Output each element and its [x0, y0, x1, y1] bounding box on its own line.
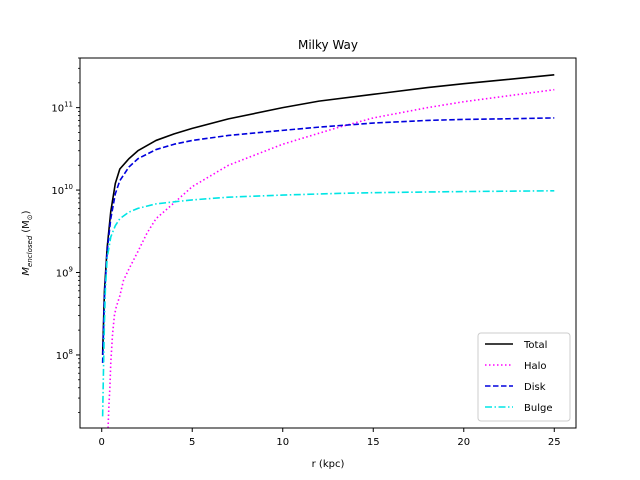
x-axis: 0 5 10 15 20 25 [99, 428, 561, 448]
y-axis-label-subscript: enclosed [26, 235, 34, 267]
legend-label-total: Total [523, 340, 547, 351]
legend: Total Halo Disk Bulge [477, 332, 571, 422]
x-tick-label: 15 [367, 437, 380, 448]
plot-frame [79, 57, 577, 429]
y-axis: 108 109 1010 1011 [51, 57, 80, 413]
y-axis-label-symbol: M [21, 267, 32, 276]
y-tick-label: 1011 [51, 101, 73, 115]
y-tick-label: 1010 [51, 183, 73, 197]
x-tick-label: 5 [189, 437, 195, 448]
y-tick-label: 109 [56, 266, 73, 280]
x-tick-label: 10 [276, 437, 289, 448]
y-axis-label-unit-sub: ⊙ [26, 214, 34, 220]
x-tick-label: 25 [548, 437, 561, 448]
y-axis-label-unit-open: (M [21, 220, 32, 233]
legend-box [477, 332, 571, 422]
y-tick-label: 108 [56, 348, 73, 362]
legend-label-disk: Disk [524, 382, 546, 393]
series-layer [101, 74, 555, 428]
x-tick-label: 20 [457, 437, 470, 448]
legend-items: Total Halo Disk Bulge [485, 340, 552, 414]
legend-label-bulge: Bulge [524, 403, 552, 414]
plot-area [79, 57, 577, 429]
series-line-halo [107, 88, 555, 428]
x-axis-label: r (kpc) [312, 459, 345, 470]
series-line-disk [101, 117, 555, 363]
series-line-bulge [101, 190, 555, 417]
legend-label-halo: Halo [524, 361, 547, 372]
x-tick-label: 0 [99, 437, 105, 448]
chart-title: Milky Way [298, 38, 358, 52]
y-axis-label-unit-close: ) [21, 210, 32, 214]
series-line-total [101, 74, 555, 355]
y-axis-label: Menclosed (M⊙) [21, 210, 34, 275]
